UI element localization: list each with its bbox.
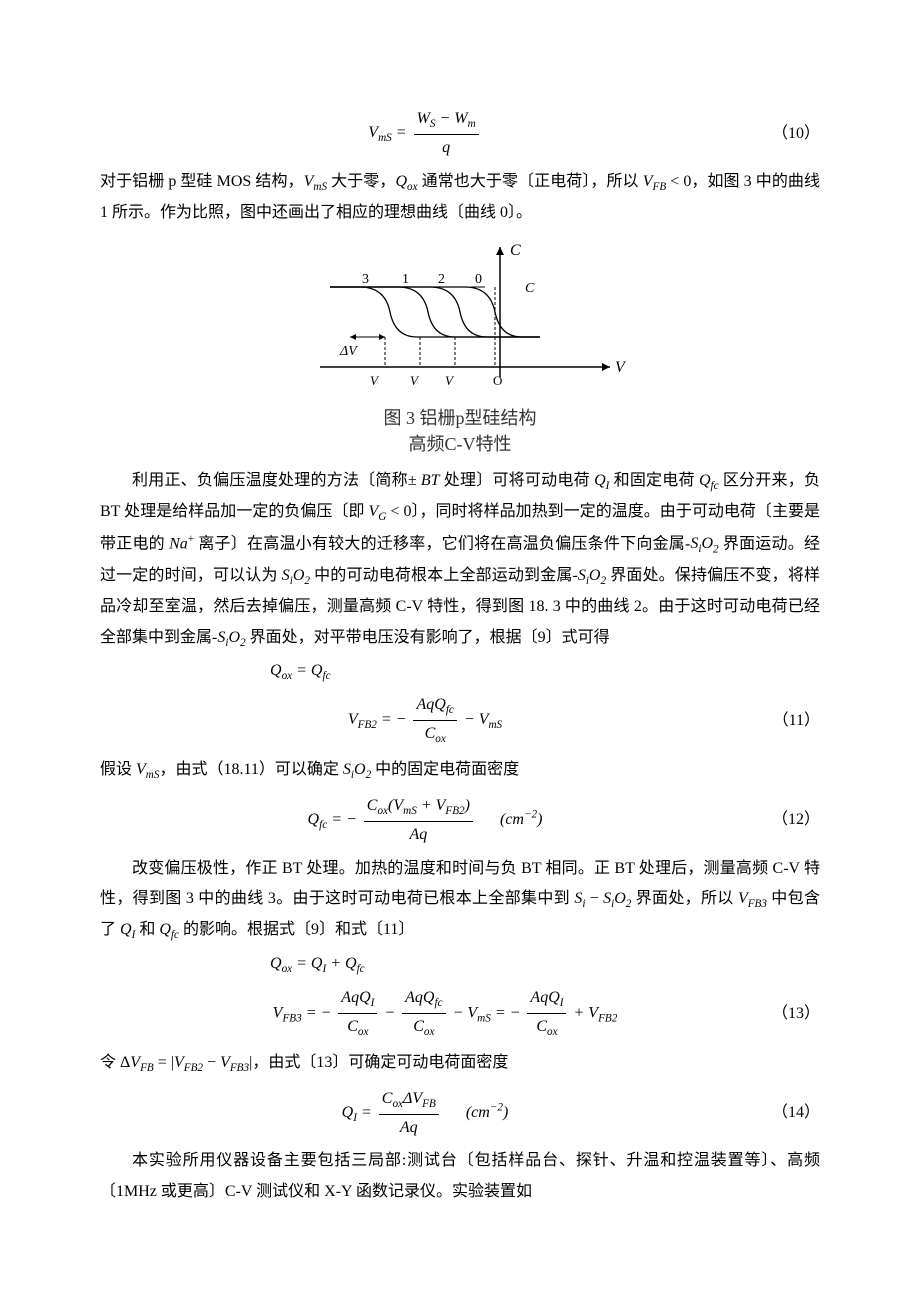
eq12-unit: (cm−2) xyxy=(500,811,542,828)
eq13-number: （13） xyxy=(750,1001,820,1027)
xtick-vfb2: VFB2 xyxy=(445,373,455,388)
eq10-den: q xyxy=(414,135,479,161)
figure-3: C V 3 1 2 0 CFB ΔV xyxy=(100,237,820,456)
equation-14: QI = CoxΔVFB Aq (cm−2) （14） xyxy=(100,1086,820,1141)
paragraph-2: 利用正、负偏压温度处理的方法〔简称± BT 处理〕可将可动电荷 QI 和固定电荷… xyxy=(100,466,820,654)
eq10-number: （10） xyxy=(750,121,820,147)
paragraph-3: 假设 VmS，由式（18.11）可以确定 SiO2 中的固定电荷面密度 xyxy=(100,755,820,786)
eq14-den: Aq xyxy=(379,1115,439,1141)
y-axis-label: C xyxy=(510,242,521,259)
eq14-number: （14） xyxy=(750,1100,820,1126)
cv-chart-svg: C V 3 1 2 0 CFB ΔV xyxy=(290,237,630,397)
paragraph-4: 改变偏压极性，作正 BT 处理。加热的温度和时间与负 BT 相同。正 BT 处理… xyxy=(100,854,820,947)
eq10-lhs: VmS = xyxy=(368,124,406,141)
curve-label-1: 1 xyxy=(402,272,409,287)
eq13-pre: Qox = QI + Qfc xyxy=(270,951,820,979)
x-axis-label: V xyxy=(615,359,627,376)
cfb-label: CFB xyxy=(525,281,535,296)
xtick-vfb: VFB xyxy=(410,373,420,388)
eq11-den: Cox xyxy=(413,721,456,749)
eq10-num: WS − Wm xyxy=(414,106,479,135)
eq14-unit: (cm−2) xyxy=(466,1104,508,1121)
page: VmS = WS − Wm q （10） 对于铝栅 p 型硅 MOS 结构，Vm… xyxy=(0,0,920,1251)
eq11-tail: − VmS xyxy=(464,711,502,728)
paragraph-6: 本实验所用仪器设备主要包括三局部:测试台〔包括样品台、探针、升温和控温装置等〕、… xyxy=(100,1146,820,1207)
paragraph-1: 对于铝栅 p 型硅 MOS 结构，VmS 大于零，Qox 通常也大于零〔正电荷〕… xyxy=(100,167,820,229)
eq12-number: （12） xyxy=(750,807,820,833)
curve-label-0: 0 xyxy=(475,272,482,287)
eq11-number: （11） xyxy=(750,708,820,734)
curve-label-3: 3 xyxy=(362,272,369,287)
paragraph-5: 令 ΔVFB = |VFB2 − VFB3|，由式〔13〕可确定可动电荷面密度 xyxy=(100,1048,820,1079)
figure-caption-2: 高频C-V特性 xyxy=(100,433,820,456)
eq12-num: Cox(VmS + VFB2) xyxy=(364,793,473,822)
equation-11: VFB2 = − AqQfc Cox − VmS （11） xyxy=(100,692,820,749)
eq12-den: Aq xyxy=(364,822,473,848)
eq13-body: VFB3 = − AqQICox − AqQfcCox − VmS = − Aq… xyxy=(100,985,750,1042)
xtick-vfb3: VFB3 xyxy=(370,373,380,388)
eq11-num: AqQfc xyxy=(413,692,456,721)
figure-caption-1: 图 3 铝栅p型硅结构 xyxy=(100,407,820,430)
eq11-pre: Qox = Qfc xyxy=(270,658,820,686)
curve-label-2: 2 xyxy=(438,272,445,287)
eq14-lhs: QI = xyxy=(342,1104,372,1121)
equation-12: Qfc = − Cox(VmS + VFB2) Aq (cm−2) （12） xyxy=(100,793,820,848)
equation-13: VFB3 = − AqQICox − AqQfcCox − VmS = − Aq… xyxy=(100,985,820,1042)
dvfb-label: ΔVFB xyxy=(339,344,358,359)
eq12-lhs: Qfc = − xyxy=(308,811,357,828)
eq11-lhs: VFB2 = − xyxy=(348,711,407,728)
xtick-o: O xyxy=(493,373,502,388)
eq14-num: CoxΔVFB xyxy=(379,1086,439,1115)
equation-10: VmS = WS − Wm q （10） xyxy=(100,106,820,161)
